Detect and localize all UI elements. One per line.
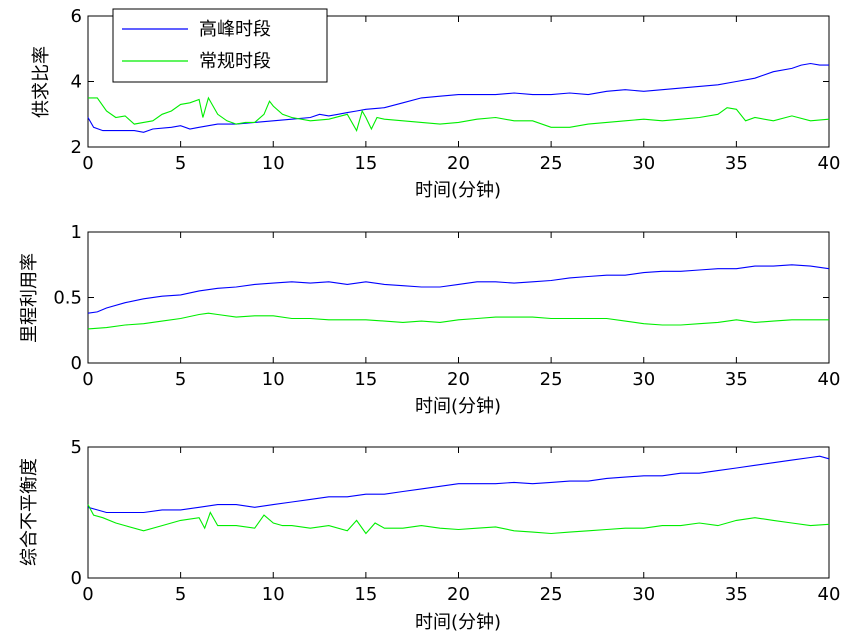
ticks-group: 0 5 10 15 20 25 30 35 40 0 5 bbox=[71, 437, 841, 605]
series-line-peak bbox=[87, 455, 830, 514]
panel-supply-demand: 0 5 10 15 20 25 30 35 40 2 4 6 供求比率 时间(分钟) 高峰时段 常规时… bbox=[31, 6, 840, 201]
x-tick-label: 40 bbox=[818, 584, 841, 605]
series-line-normal bbox=[87, 312, 829, 330]
series-line-peak bbox=[87, 264, 830, 314]
x-axis-label: 时间(分钟) bbox=[415, 180, 501, 201]
x-tick-label: 5 bbox=[175, 584, 186, 605]
x-tick-label: 40 bbox=[818, 369, 841, 390]
x-tick-label: 15 bbox=[354, 369, 377, 390]
x-tick-label: 0 bbox=[82, 369, 93, 390]
series-line-normal bbox=[88, 96, 830, 133]
legend: 高峰时段 常规时段 bbox=[112, 8, 328, 83]
panel-mileage-utilization: 0 5 10 15 20 25 30 35 40 0 0.5 1 里程利用率 时间(分钟) bbox=[19, 222, 840, 417]
series-line-normal bbox=[87, 504, 830, 535]
x-tick-label: 30 bbox=[632, 153, 655, 174]
x-axis-label: 时间(分钟) bbox=[415, 612, 501, 633]
panel-overall-imbalance: 0 5 10 15 20 25 30 35 40 0 5 综合不平衡度 时间(分钟) bbox=[19, 437, 840, 633]
series-line-peak bbox=[87, 62, 829, 133]
x-tick-label: 0 bbox=[82, 584, 93, 605]
ticks-group: 0 5 10 15 20 25 30 35 40 2 4 6 bbox=[71, 6, 841, 174]
y-tick-label: 0 bbox=[71, 353, 82, 374]
y-tick-label: 0 bbox=[71, 568, 82, 589]
y-tick-label: 1 bbox=[71, 222, 82, 243]
x-tick-label: 20 bbox=[447, 369, 470, 390]
ticks-group: 0 5 10 15 20 25 30 35 40 0 0.5 1 bbox=[53, 222, 840, 390]
x-tick-label: 35 bbox=[725, 584, 748, 605]
x-tick-label: 10 bbox=[262, 369, 285, 390]
x-tick-label: 40 bbox=[818, 153, 841, 174]
y-axis-label: 供求比率 bbox=[31, 46, 52, 118]
y-axis-label: 里程利用率 bbox=[19, 253, 40, 343]
x-axis-label: 时间(分钟) bbox=[415, 396, 501, 417]
y-tick-label: 6 bbox=[71, 6, 82, 27]
legend-box bbox=[112, 8, 328, 83]
x-tick-label: 10 bbox=[262, 153, 285, 174]
x-tick-label: 20 bbox=[447, 153, 470, 174]
y-tick-label: 2 bbox=[71, 137, 82, 158]
x-tick-label: 25 bbox=[540, 153, 563, 174]
series-group bbox=[87, 62, 830, 133]
x-tick-label: 5 bbox=[175, 369, 186, 390]
x-tick-label: 5 bbox=[175, 153, 186, 174]
axes-frame bbox=[87, 446, 830, 579]
y-tick-label: 4 bbox=[71, 72, 82, 93]
x-tick-label: 35 bbox=[725, 153, 748, 174]
x-tick-label: 25 bbox=[540, 369, 563, 390]
x-tick-label: 0 bbox=[82, 153, 93, 174]
x-tick-label: 15 bbox=[354, 584, 377, 605]
x-tick-label: 25 bbox=[540, 584, 563, 605]
x-tick-label: 35 bbox=[725, 369, 748, 390]
series-group bbox=[87, 455, 830, 535]
x-tick-label: 30 bbox=[632, 369, 655, 390]
series-group bbox=[87, 264, 830, 330]
y-axis-label: 综合不平衡度 bbox=[19, 458, 40, 566]
x-tick-label: 15 bbox=[354, 153, 377, 174]
y-tick-label: 5 bbox=[71, 437, 82, 458]
axes-frame bbox=[87, 231, 830, 364]
legend-label-normal: 常规时段 bbox=[199, 51, 271, 72]
x-tick-label: 30 bbox=[632, 584, 655, 605]
x-tick-label: 20 bbox=[447, 584, 470, 605]
y-tick-label: 0.5 bbox=[53, 288, 82, 309]
x-tick-label: 10 bbox=[262, 584, 285, 605]
legend-label-peak: 高峰时段 bbox=[199, 19, 271, 40]
